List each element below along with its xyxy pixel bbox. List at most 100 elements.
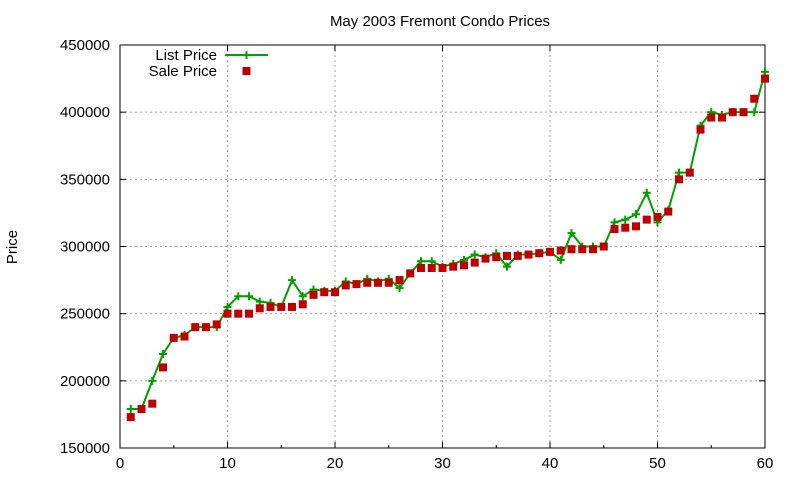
data-point <box>578 245 587 254</box>
data-point <box>438 263 447 272</box>
x-tick-label: 30 <box>434 455 451 472</box>
data-point <box>406 269 415 278</box>
data-point <box>513 251 522 260</box>
data-point <box>567 229 576 238</box>
legend-marker <box>242 67 251 75</box>
data-point <box>427 263 436 272</box>
data-point <box>481 254 490 263</box>
data-point <box>159 349 167 358</box>
data-point <box>696 125 705 134</box>
data-point <box>427 257 436 266</box>
data-point <box>750 108 759 117</box>
y-tick-label: 150000 <box>60 440 110 457</box>
data-point <box>245 309 253 318</box>
data-point <box>223 309 232 318</box>
data-point <box>621 215 630 224</box>
data-point <box>298 292 307 301</box>
data-point <box>642 188 651 197</box>
data-point <box>384 278 393 287</box>
legend-label: List Price <box>155 47 217 64</box>
y-tick-label: 400000 <box>60 104 110 121</box>
series-sale-price <box>126 74 769 422</box>
data-point <box>126 405 135 414</box>
data-point <box>245 292 253 301</box>
data-point <box>417 257 425 266</box>
data-point <box>546 247 554 256</box>
data-point <box>675 168 683 177</box>
data-point <box>621 223 630 232</box>
x-tick-label: 0 <box>116 455 124 472</box>
data-point <box>610 225 619 234</box>
x-tick-label: 60 <box>757 455 774 472</box>
legend-marker <box>242 51 251 59</box>
data-point <box>395 284 404 293</box>
y-axis-label: Price <box>4 230 21 264</box>
y-tick-label: 300000 <box>60 239 110 256</box>
data-point <box>148 399 157 408</box>
data-point <box>503 262 511 271</box>
y-tick-label: 450000 <box>60 37 110 54</box>
data-point <box>159 363 167 372</box>
data-point <box>288 276 296 285</box>
data-point <box>556 255 565 264</box>
data-point <box>266 302 275 311</box>
data-point <box>470 250 479 259</box>
data-point <box>169 333 178 342</box>
data-point <box>470 258 479 267</box>
data-point <box>535 249 544 258</box>
series-list-price <box>126 67 769 414</box>
x-tick-label: 10 <box>219 455 236 472</box>
data-point <box>460 261 468 270</box>
data-point <box>320 288 329 297</box>
data-point <box>309 290 318 299</box>
legend-item: Sale Price <box>149 63 251 80</box>
data-point <box>126 413 135 422</box>
data-point <box>180 332 189 341</box>
data-point <box>567 245 576 254</box>
data-point <box>331 288 339 297</box>
legend-item: List Price <box>155 47 268 64</box>
data-point <box>610 218 619 227</box>
legend-label: Sale Price <box>149 63 217 80</box>
y-tick-label: 250000 <box>60 306 110 323</box>
data-point <box>761 67 769 76</box>
data-point <box>503 251 511 260</box>
data-point <box>395 276 404 285</box>
x-tick-label: 50 <box>649 455 666 472</box>
chart-title: May 2003 Fremont Condo Prices <box>330 13 550 30</box>
data-point <box>750 94 759 103</box>
data-point <box>524 250 533 259</box>
series-layer <box>126 67 769 422</box>
data-point <box>632 222 640 231</box>
data-point <box>492 253 501 262</box>
y-tick-label: 350000 <box>60 171 110 188</box>
axis-ticks: 0 10 20 30 40 50 60 150000 200000 250000 300000 350… <box>60 37 773 472</box>
data-point <box>707 113 716 122</box>
data-point <box>417 263 425 272</box>
data-point <box>556 246 565 255</box>
data-point <box>223 302 232 311</box>
x-tick-label: 20 <box>327 455 344 472</box>
data-point <box>202 323 210 332</box>
data-point <box>718 113 726 122</box>
data-point <box>761 74 769 83</box>
y-tick-label: 200000 <box>60 373 110 390</box>
data-point <box>277 302 286 311</box>
data-point <box>449 262 458 271</box>
data-point <box>653 212 662 221</box>
data-point <box>664 207 673 216</box>
data-point <box>288 302 296 311</box>
data-point <box>675 175 683 184</box>
data-point <box>255 297 264 306</box>
data-point <box>234 292 243 301</box>
gridlines <box>120 45 765 448</box>
data-point <box>341 281 350 290</box>
data-point <box>363 278 372 287</box>
data-point <box>589 245 597 254</box>
data-point <box>191 323 200 332</box>
data-point <box>298 300 307 309</box>
data-point <box>212 320 221 329</box>
